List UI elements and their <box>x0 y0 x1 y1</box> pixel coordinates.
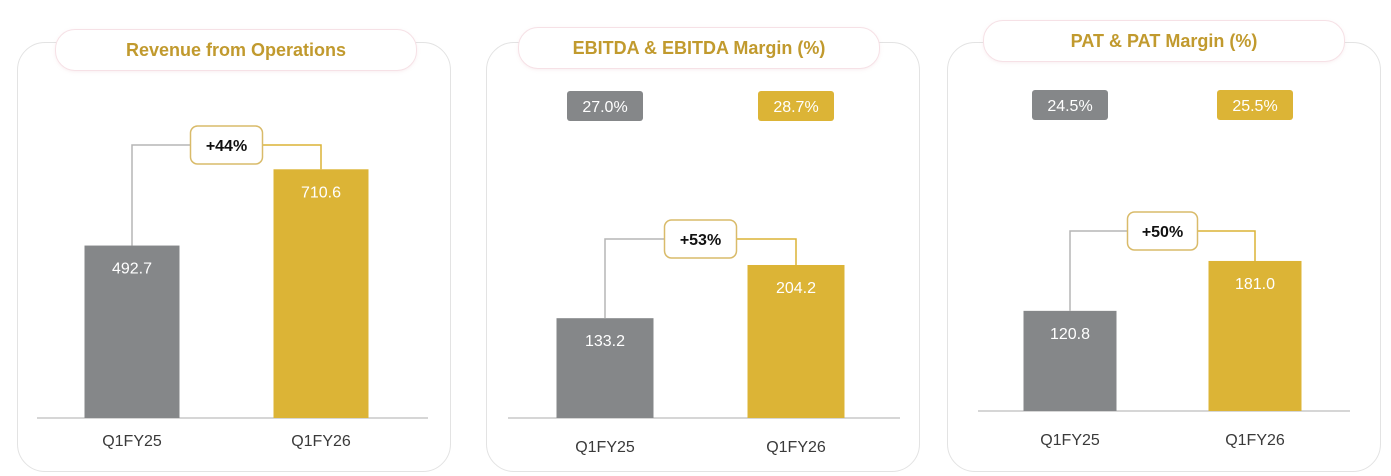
bar-value-label: 710.6 <box>301 184 341 201</box>
margin-badge <box>1217 90 1293 120</box>
margin-badge-label: 24.5% <box>1047 98 1092 115</box>
growth-badge <box>189 125 264 165</box>
pat-chart: 120.8 Q1FY25 181.0 Q1FY26 +50% 24.5% 25.5% <box>978 90 1350 449</box>
growth-badge-label: +50% <box>1142 224 1183 241</box>
margin-badge <box>758 91 834 121</box>
growth-bracket-left <box>1069 230 1128 311</box>
margin-badge-label: 25.5% <box>1232 98 1277 115</box>
ebitda-chart-title: EBITDA & EBITDA Margin (%) <box>518 27 880 69</box>
growth-badge-label: +44% <box>206 138 247 155</box>
pat-panel <box>947 42 1381 472</box>
bar-value-label: 181.0 <box>1235 276 1275 293</box>
revenue-chart-title: Revenue from Operations <box>55 29 417 71</box>
revenue-chart: 492.7 Q1FY25 710.6 Q1FY26 +44% <box>37 125 428 450</box>
bar-q1fy26 <box>747 264 845 418</box>
growth-bracket-left <box>131 144 191 246</box>
bar-q1fy25 <box>84 245 180 418</box>
x-tick-label: Q1FY26 <box>1225 432 1285 449</box>
bar-value-label: 492.7 <box>112 261 152 278</box>
growth-badge-label: +53% <box>680 232 721 249</box>
bar-q1fy26 <box>273 169 369 418</box>
bar-q1fy26 <box>1208 260 1302 411</box>
bar-value-label: 133.2 <box>585 333 625 350</box>
x-tick-label: Q1FY26 <box>291 433 351 450</box>
bar-value-label: 120.8 <box>1050 326 1090 343</box>
growth-badge <box>663 219 738 259</box>
growth-bracket-left <box>604 238 665 319</box>
margin-badge-label: 27.0% <box>582 99 627 116</box>
growth-bracket-right <box>1197 230 1256 261</box>
growth-badge <box>1126 211 1199 251</box>
ebitda-chart: 133.2 Q1FY25 204.2 Q1FY26 +53% 27.0% 28.7% <box>508 91 900 456</box>
margin-badge <box>567 91 643 121</box>
x-tick-label: Q1FY25 <box>575 439 635 456</box>
bar-q1fy25 <box>556 318 654 418</box>
x-tick-label: Q1FY25 <box>1040 432 1100 449</box>
x-tick-label: Q1FY26 <box>766 439 826 456</box>
bar-value-label: 204.2 <box>776 280 816 297</box>
margin-badge-label: 28.7% <box>773 99 818 116</box>
bar-q1fy25 <box>1023 310 1117 411</box>
growth-bracket-right <box>262 144 322 170</box>
growth-bracket-right <box>736 238 797 265</box>
margin-badge <box>1032 90 1108 120</box>
x-tick-label: Q1FY25 <box>102 433 162 450</box>
pat-chart-title: PAT & PAT Margin (%) <box>983 20 1345 62</box>
